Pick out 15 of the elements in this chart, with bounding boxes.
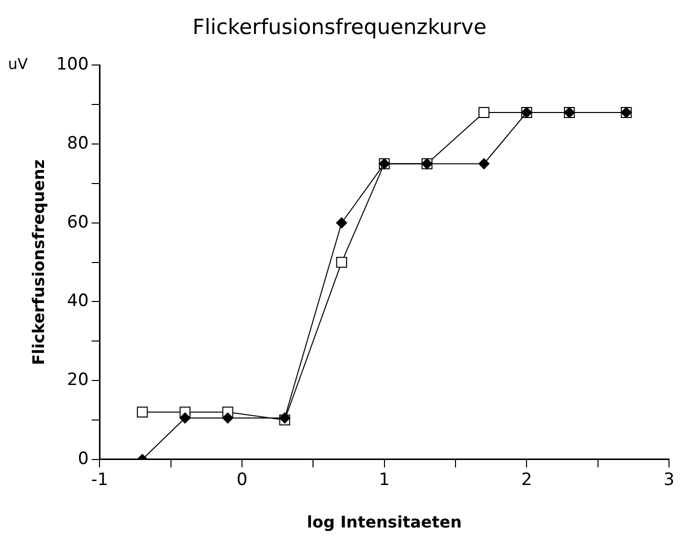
y-tick-label: 40: [67, 291, 89, 312]
x-axis-title: log Intensitaeten: [306, 512, 462, 532]
y-tick-label: 100: [56, 54, 89, 75]
y-tick-label: 60: [67, 212, 89, 232]
y-tick-label: 0: [78, 448, 89, 469]
y-tick-label: 20: [67, 370, 89, 390]
y-tick-label: 80: [67, 133, 89, 154]
x-tick-label: 3: [664, 470, 674, 490]
y-axis-title: Flickerfusionsfrequenz: [28, 159, 48, 366]
text: uV: [8, 55, 29, 74]
x-tick-label: 2: [521, 470, 532, 490]
x-tick-label: 0: [236, 470, 248, 490]
x-tick-label: -1: [91, 470, 108, 490]
chart-title: Flickerfusionsfrequenzkurve: [192, 15, 487, 40]
x-tick-label: 1: [378, 470, 390, 490]
